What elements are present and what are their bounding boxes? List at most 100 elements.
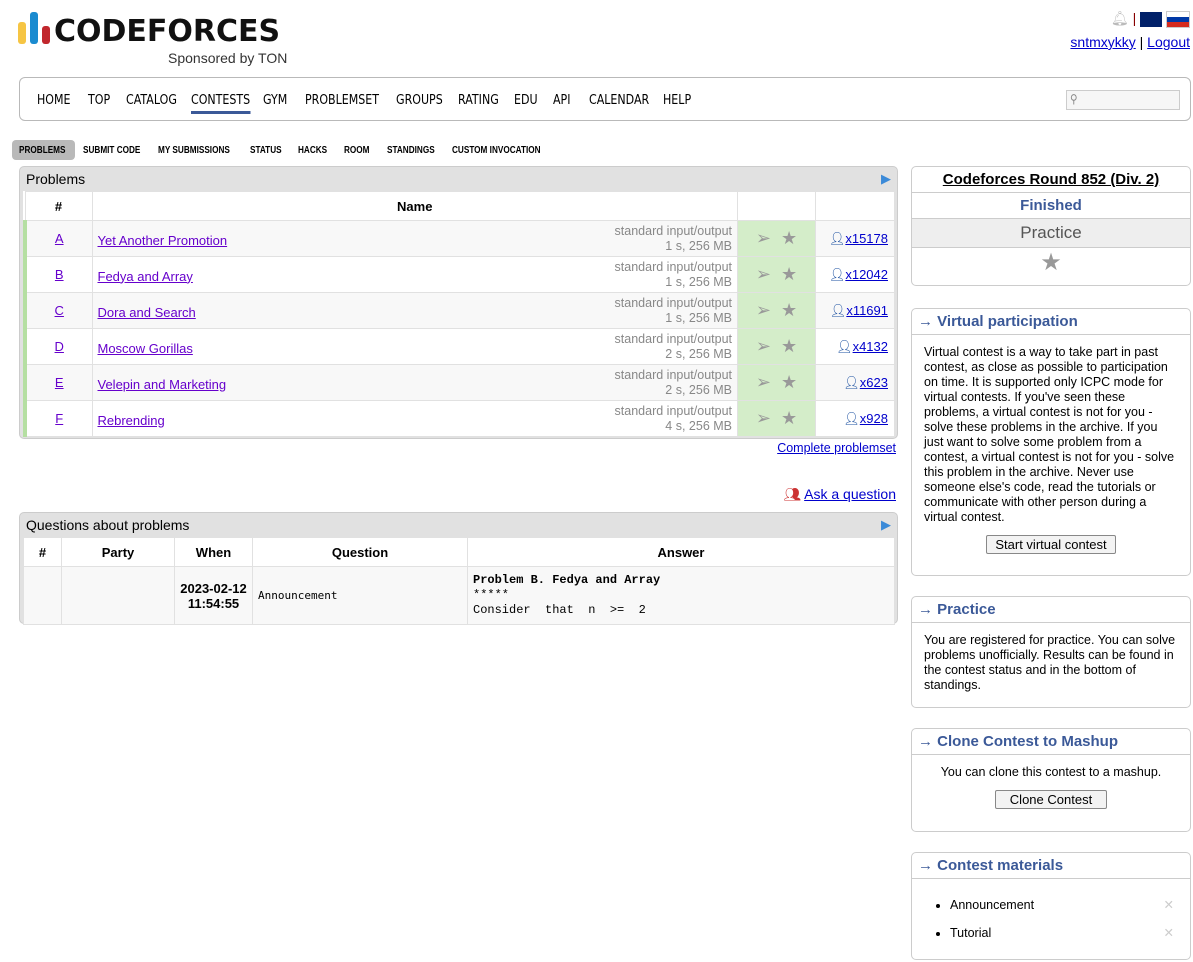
problems-title: Problems [26,171,86,187]
materials-box: → Contest materials Announcement✕ Tutori… [911,852,1191,960]
col-name: Name [91,191,738,221]
problem-limits: 2 s, 256 MB [665,382,732,397]
problem-row: D Moscow Gorillas standard input/output 2 … [23,328,895,365]
problem-index-link[interactable]: C [54,303,64,318]
toggle-arrow-icon[interactable]: ▶ [881,517,891,532]
menu-calendar[interactable]: CALENDAR [589,93,650,108]
problem-limits: 2 s, 256 MB [665,346,732,361]
search-icon: ⚲ [1070,92,1078,106]
menu-home[interactable]: HOME [37,93,71,108]
menu-groups[interactable]: GROUPS [396,93,443,108]
user-icon: 👤︎ [836,338,853,354]
problems-table: # Name A Yet Another Promotion standard in… [23,191,895,437]
col-num: # [23,537,62,567]
virtual-text: Virtual contest is a way to take part in… [924,345,1175,524]
favorite-star-icon[interactable]: ★ [780,372,798,392]
questions-table: # Party When Question Answer 2023-02-12 11:5… [23,537,895,625]
favorite-star-icon[interactable]: ★ [780,264,798,284]
problem-index-link[interactable]: B [54,267,64,282]
submit-icon[interactable]: ➢ [755,372,771,392]
problem-name-link[interactable]: Rebrending [97,412,165,428]
ask-question-icon: 👥︎ [783,486,802,502]
problem-name-link[interactable]: Velepin and Marketing [97,376,227,392]
col-party: Party [61,537,175,567]
problem-limits: 4 s, 256 MB [665,418,732,433]
questions-title: Questions about problems [26,517,190,533]
submit-icon[interactable]: ➢ [755,228,771,248]
solved-count-link[interactable]: x4132 [852,338,888,354]
user-icon: 👤︎ [829,302,847,318]
search-input[interactable]: ⚲ [1066,90,1180,110]
problem-limits: 1 s, 256 MB [665,310,732,325]
menu-problemset[interactable]: PROBLEMSET [305,93,380,108]
tab-submit-code[interactable]: SUBMIT CODE [83,145,141,156]
favorite-star-icon[interactable]: ★ [780,336,798,356]
tab-status[interactable]: STATUS [250,145,282,156]
submit-icon[interactable]: ➢ [755,408,771,428]
menu-help[interactable]: HELP [663,93,692,108]
codeforces-logo[interactable]: CODEFORCES Sponsored by TON [18,12,298,68]
menu-gym[interactable]: GYM [263,93,288,108]
problem-index-link[interactable]: D [54,339,64,354]
problem-row: A Yet Another Promotion standard input/ou… [23,220,895,257]
problem-index-link[interactable]: E [54,375,64,390]
problem-row: C Dora and Search standard input/output 1 … [23,292,895,329]
solved-count-link[interactable]: x623 [859,374,888,390]
solved-count-link[interactable]: x11691 [846,302,888,318]
flag-en-icon[interactable] [1140,11,1163,27]
menu-edu[interactable]: EDU [514,93,538,108]
problem-io: standard input/output [614,403,732,418]
problem-index-link[interactable]: F [55,411,64,426]
logout-link[interactable]: Logout [1147,33,1190,50]
question-when: 2023-02-12 11:54:55 [174,566,253,625]
menu-rating[interactable]: RATING [458,93,499,108]
problem-name-link[interactable]: Fedya and Array [97,268,193,284]
favorite-star-icon[interactable]: ★ [780,228,798,248]
favorite-star-icon[interactable]: ★ [780,300,798,320]
clone-title: → Clone Contest to Mashup [912,729,1190,755]
submit-icon[interactable]: ➢ [755,300,771,320]
tab-standings[interactable]: STANDINGS [387,145,435,156]
problem-name-link[interactable]: Moscow Gorillas [97,340,193,356]
menu-api[interactable]: API [553,93,571,108]
problem-io: standard input/output [614,367,732,382]
ask-question[interactable]: 👥︎ Ask a question [783,486,896,503]
submit-icon[interactable]: ➢ [755,264,771,284]
menu-catalog[interactable]: CATALOG [126,93,177,108]
menu-top[interactable]: TOP [88,93,111,108]
tab-my-submissions[interactable]: MY SUBMISSIONS [158,145,230,156]
problem-name-link[interactable]: Dora and Search [97,304,196,320]
tab-hacks[interactable]: HACKS [298,145,328,156]
material-item[interactable]: Announcement✕ [950,891,1190,919]
solved-count-link[interactable]: x15178 [845,230,888,246]
remove-icon[interactable]: ✕ [1163,898,1174,912]
flag-ru-icon[interactable] [1166,10,1190,28]
ask-question-link[interactable]: Ask a question [804,486,896,502]
complete-problemset-link[interactable]: Complete problemset [777,441,896,455]
favorite-star-icon[interactable]: ★ [1040,249,1062,276]
toggle-arrow-icon[interactable]: ▶ [881,171,891,186]
bell-icon[interactable]: 🔔︎ [1110,10,1129,26]
solved-count-link[interactable]: x12042 [845,266,888,282]
material-item[interactable]: Tutorial✕ [950,919,1190,947]
tab-problems[interactable]: PROBLEMS [19,145,66,156]
user-box: 🔔︎ | sntmxykky | Logout [1070,10,1190,50]
menu-contests[interactable]: CONTESTS [191,93,251,114]
user-icon: 👤︎ [843,410,860,426]
problem-index-link[interactable]: A [54,231,64,246]
col-question: Question [252,537,468,567]
problem-name-link[interactable]: Yet Another Promotion [97,232,228,248]
problem-limits: 1 s, 256 MB [665,238,732,253]
favorite-star-icon[interactable]: ★ [780,408,798,428]
username-link[interactable]: sntmxykky [1070,33,1136,50]
question-row: 2023-02-12 11:54:55 Announcement Problem… [23,566,895,625]
clone-contest-button[interactable]: Clone Contest [994,790,1108,809]
tab-custom-invocation[interactable]: CUSTOM INVOCATION [452,145,541,156]
start-virtual-contest-button[interactable]: Start virtual contest [986,535,1116,554]
question-text: Announcement [252,566,468,625]
submit-icon[interactable]: ➢ [755,336,771,356]
remove-icon[interactable]: ✕ [1163,926,1174,940]
contest-name-link[interactable]: Codeforces Round 852 (Div. 2) [942,171,1160,188]
solved-count-link[interactable]: x928 [859,410,888,426]
tab-room[interactable]: ROOM [344,145,370,156]
